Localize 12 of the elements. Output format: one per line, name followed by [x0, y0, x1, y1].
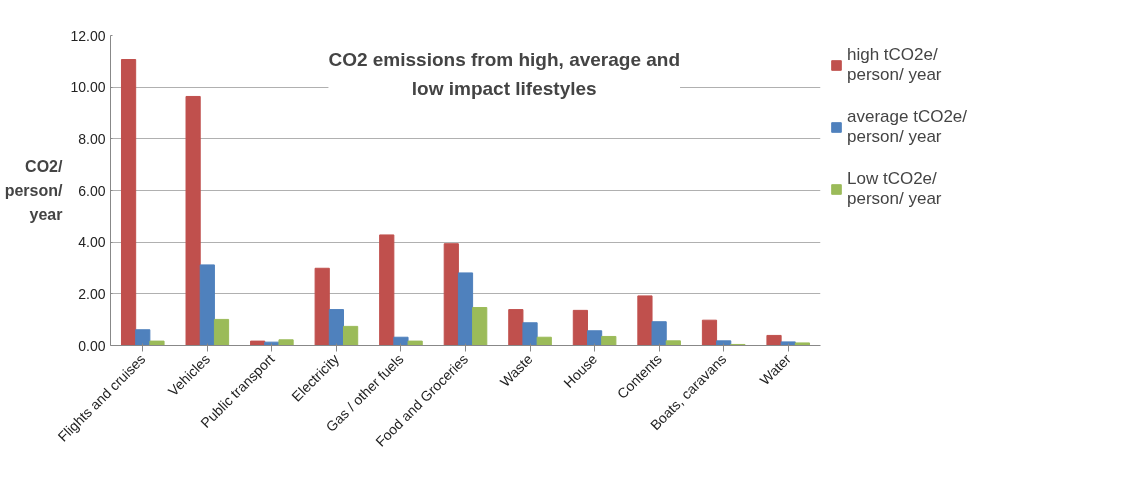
y-tick-label: 0.00	[78, 337, 106, 354]
y-tick-label: 12.00	[70, 27, 106, 44]
legend-label: average tCO2e/ person/ year	[847, 107, 968, 147]
y-tick-label: 8.00	[78, 130, 106, 147]
legend-label: high tCO2e/ person/ year	[847, 45, 942, 85]
y-axis-title: CO2/ person/ year	[4, 158, 64, 223]
text: CO2 emissions from high, average and low impact lifestyles	[328, 49, 681, 99]
y-tick-label: 2.00	[78, 285, 106, 302]
y-tick-label: 6.00	[78, 182, 106, 199]
legend-label: Low tCO2e/ person/ year	[847, 169, 942, 209]
y-tick-label: 4.00	[78, 234, 106, 251]
y-tick-label: 10.00	[70, 79, 106, 96]
